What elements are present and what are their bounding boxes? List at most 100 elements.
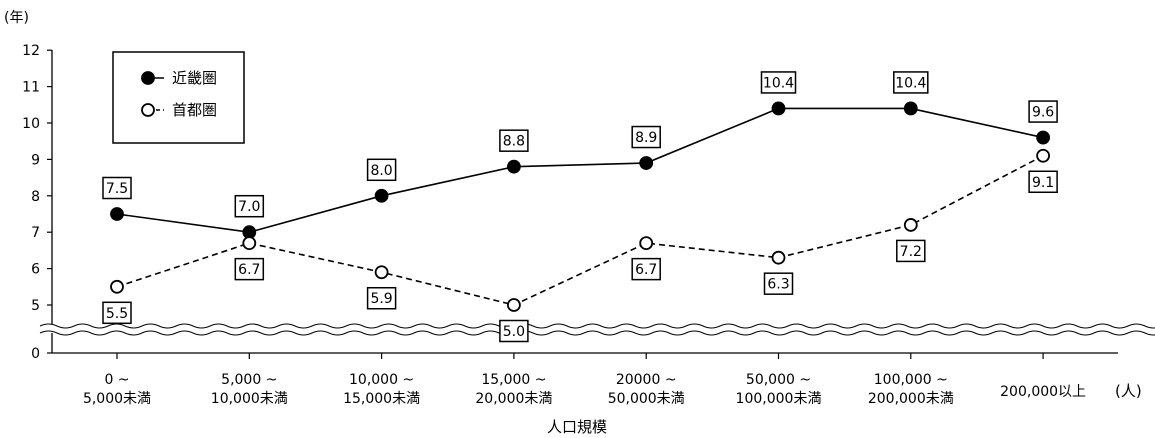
data-label-text: 9.1 (1032, 175, 1054, 191)
data-label-text: 5.0 (503, 324, 525, 340)
data-label: 5.5 (102, 301, 132, 325)
data-label-box (1028, 100, 1058, 123)
data-label-box (896, 239, 926, 263)
legend-marker (141, 71, 155, 85)
x-tick-label: 0 ~ (104, 372, 129, 388)
data-point (242, 236, 257, 251)
data-label-box (893, 71, 929, 94)
legend-label: 首都圏 (172, 101, 217, 119)
data-point (771, 250, 786, 265)
x-tick-label: 50,000 ~ (746, 372, 811, 388)
data-point (1036, 130, 1050, 145)
x-tick-label: 50,000未満 (608, 391, 685, 407)
data-point (639, 236, 654, 251)
y-tick-label: 12 (22, 43, 40, 59)
data-label-text: 6.7 (635, 262, 657, 278)
legend-marker (141, 103, 155, 117)
y-tick-label: 6 (31, 262, 40, 278)
data-point (507, 298, 521, 312)
data-label-text: 6.7 (238, 262, 260, 278)
y-tick-label: 10 (22, 116, 40, 132)
data-label-box (631, 125, 661, 149)
legend-box (112, 51, 245, 144)
data-label: 5.0 (499, 319, 529, 343)
data-label: 7.2 (896, 239, 926, 263)
legend-label: 近畿圏 (172, 69, 217, 87)
x-tick-label: 15,000 ~ (481, 372, 546, 388)
data-label-box (631, 257, 661, 281)
legend-item: 近畿圏 (141, 69, 217, 87)
data-point (903, 218, 918, 232)
axis-break-line (39, 330, 1155, 336)
data-label-box (499, 319, 529, 343)
y-tick-label: 8 (31, 189, 40, 205)
data-label: 7.0 (234, 194, 265, 218)
data-label-text: 10.4 (895, 75, 926, 91)
data-point (771, 101, 786, 116)
x-tick-label: 200,000未満 (868, 391, 954, 407)
data-label-box (760, 71, 797, 94)
x-unit-label: (人) (1115, 382, 1142, 400)
data-label-box (102, 176, 132, 200)
data-point (1036, 148, 1050, 163)
axis-break (39, 323, 1155, 336)
data-point (374, 188, 389, 203)
x-tick-label: 10,000 ~ (349, 372, 414, 388)
x-tick-label: 100,000 ~ (874, 372, 948, 388)
data-label-text: 10.4 (763, 75, 794, 91)
y-tick-label: 7 (31, 225, 40, 241)
x-tick-label: 10,000未満 (211, 391, 288, 407)
x-tick-label: 5,000 ~ (221, 372, 277, 388)
y-tick-label: 9 (31, 152, 40, 168)
data-label-text: 8.9 (635, 130, 657, 146)
x-tick-label: 20000 ~ (616, 372, 677, 388)
data-label: 6.7 (234, 257, 265, 281)
data-label-text: 7.0 (238, 199, 260, 215)
series-line-0 (116, 107, 1044, 234)
series-line-1 (116, 155, 1044, 306)
data-point (110, 207, 124, 221)
x-tick-label: 20,000未満 (475, 391, 552, 407)
axis-break-band (40, 326, 1130, 333)
data-label-box (234, 194, 265, 218)
data-label: 10.4 (760, 71, 797, 94)
data-label-box (102, 301, 132, 325)
data-point (110, 279, 124, 294)
data-label-text: 8.0 (370, 163, 392, 179)
data-label: 6.3 (763, 272, 794, 295)
data-label: 8.9 (631, 125, 661, 149)
data-label: 8.0 (366, 158, 397, 182)
data-label-text: 5.5 (106, 306, 128, 322)
data-label-text: 6.3 (767, 277, 789, 293)
data-label: 6.7 (631, 257, 661, 281)
data-label: 8.8 (499, 129, 529, 152)
data-label-text: 9.6 (1032, 105, 1054, 121)
y-tick-label: 0 (31, 346, 40, 362)
legend-item: 首都圏 (141, 101, 217, 119)
axis-break-line (39, 323, 1155, 329)
data-point (374, 265, 389, 280)
x-tick-label: 15,000未満 (343, 391, 420, 407)
data-label: 10.4 (893, 71, 929, 94)
data-label: 9.6 (1028, 100, 1058, 123)
x-axis-title: 人口規模 (547, 418, 607, 436)
data-point (507, 159, 521, 174)
x-tick-label: 5,000未満 (83, 391, 151, 407)
data-label: 7.5 (102, 176, 132, 200)
y-tick-label: 5 (31, 298, 40, 314)
data-label-box (1028, 170, 1058, 194)
data-point (903, 101, 918, 116)
x-tick-label: 100,000未満 (736, 391, 822, 407)
data-label-box (234, 257, 265, 281)
x-tick-label: 200,000以上 (1000, 384, 1086, 400)
data-label-text: 5.9 (370, 291, 392, 307)
data-label-text: 8.8 (503, 134, 525, 150)
data-label-box (499, 129, 529, 152)
y-tick-label: 11 (22, 80, 40, 96)
data-label-box (763, 272, 794, 295)
data-label: 5.9 (366, 286, 397, 310)
data-label-box (366, 158, 397, 182)
data-label-text: 7.5 (106, 181, 128, 197)
